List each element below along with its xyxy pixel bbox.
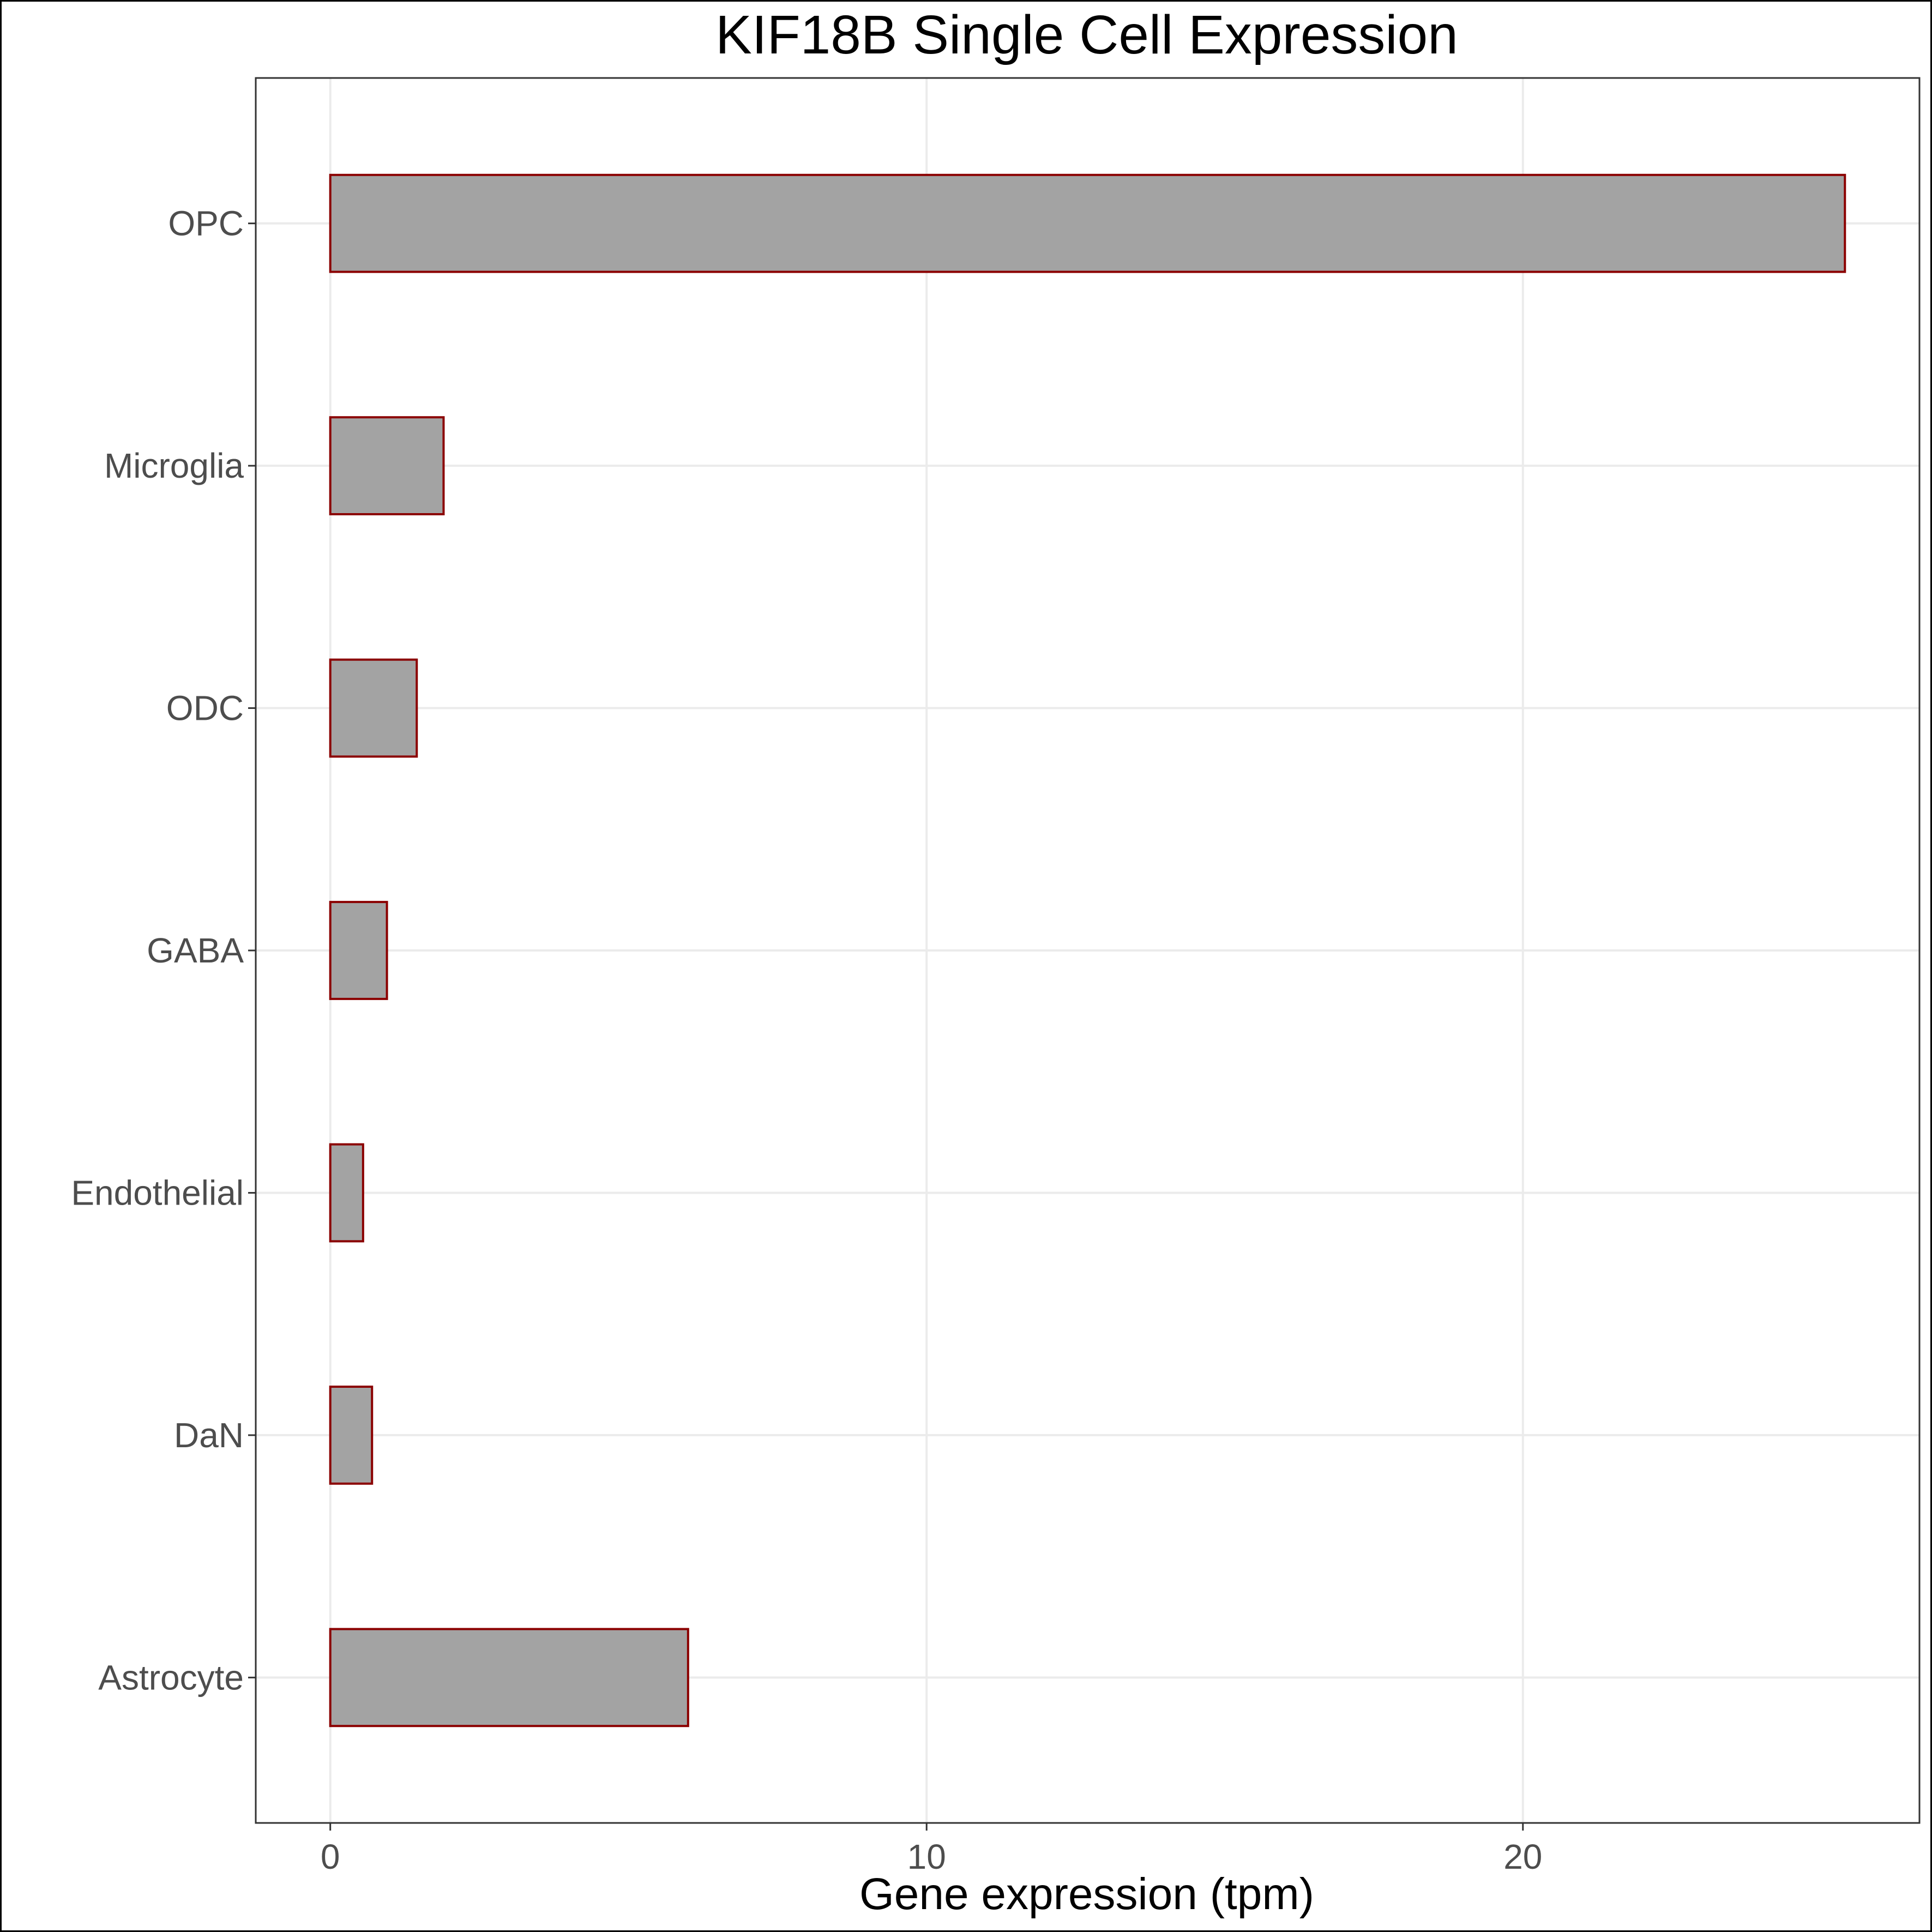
bar-gaba [329, 901, 388, 1000]
y-tick-label-opc: OPC [168, 204, 244, 243]
y-tick-label-odc: ODC [166, 689, 244, 728]
bar-opc [329, 173, 1846, 273]
chart-title: KIF18B Single Cell Expression [715, 4, 1458, 65]
x-tick-label-0: 0 [321, 1837, 340, 1876]
x-axis-ticks: 0 10 20 [321, 1823, 1542, 1876]
y-tick-label-gaba: GABA [147, 931, 244, 970]
gridlines [256, 78, 1919, 1823]
x-tick-label-10: 10 [907, 1837, 946, 1876]
x-tick-label-20: 20 [1503, 1837, 1542, 1876]
y-tick-label-microglia: Microglia [104, 446, 244, 485]
bar-endothelial [329, 1143, 364, 1243]
y-tick-label-endothelial: Endothelial [71, 1173, 244, 1212]
bar-dan [329, 1386, 374, 1485]
y-axis-ticks: Astrocyte DaN Endothelial GABA ODC Microglia O… [71, 204, 256, 1697]
y-tick-label-astrocyte: Astrocyte [98, 1658, 244, 1697]
bars [329, 173, 1846, 1728]
x-axis-title: Gene expression (tpm) [859, 1869, 1314, 1919]
bar-odc [329, 658, 418, 758]
y-tick-label-dan: DaN [174, 1416, 244, 1455]
bar-astrocyte [329, 1628, 689, 1728]
bar-microglia [329, 416, 445, 515]
